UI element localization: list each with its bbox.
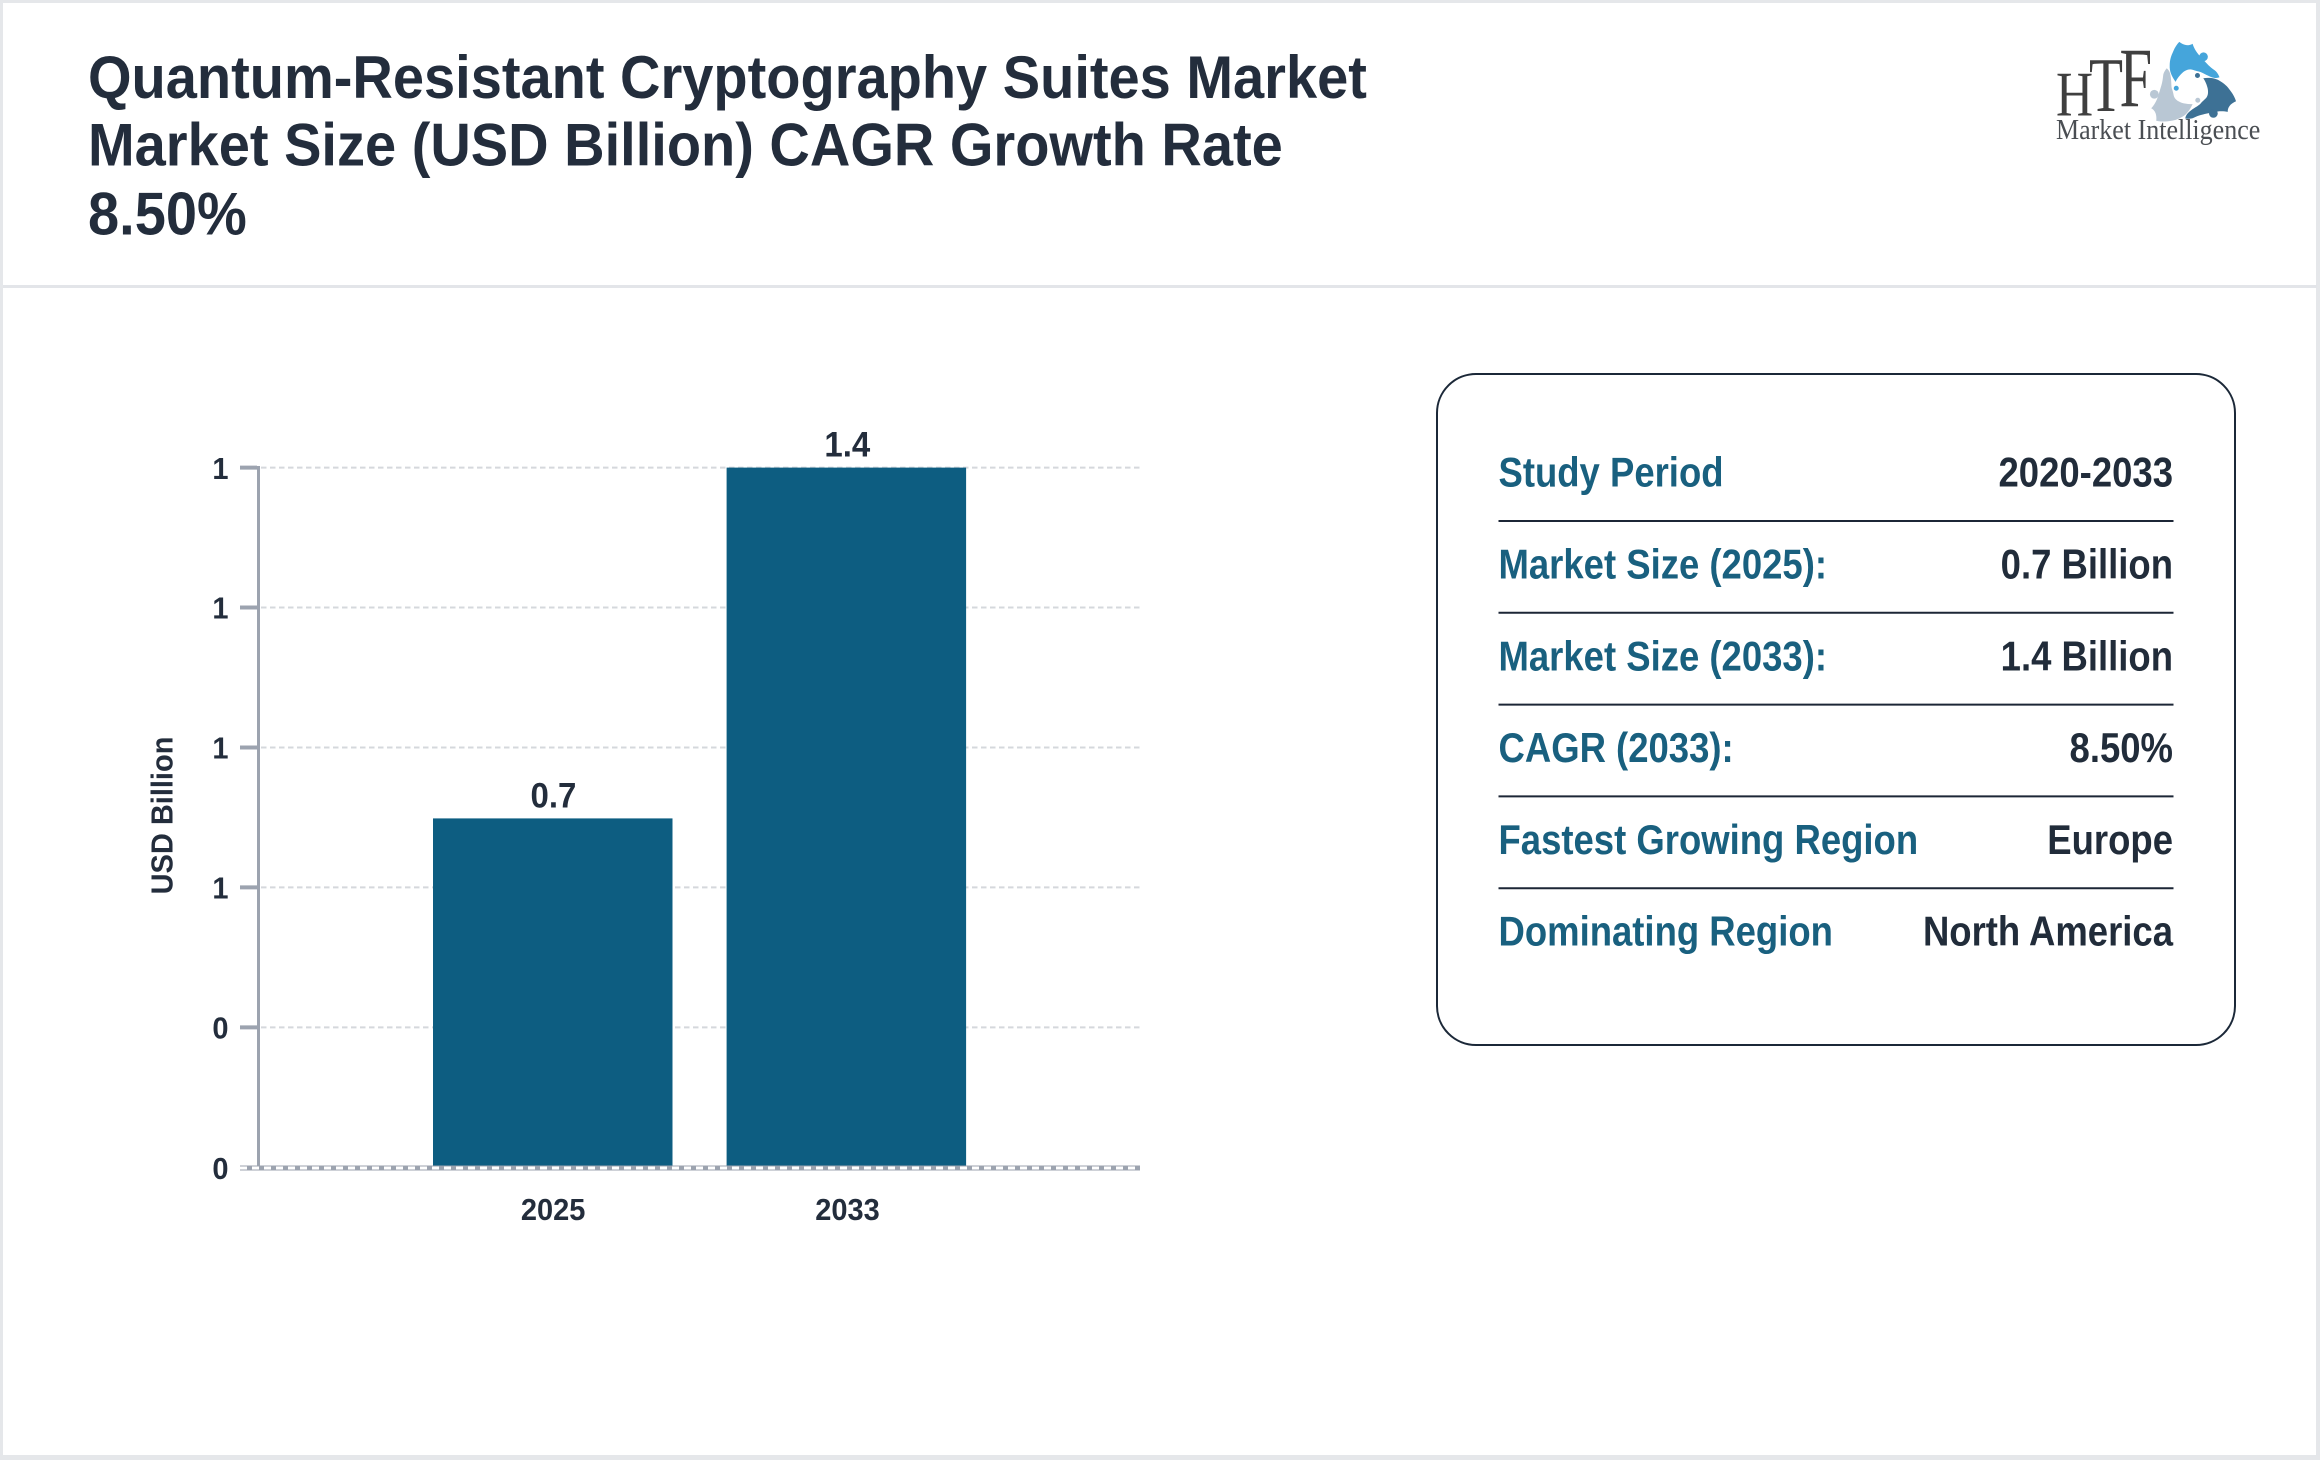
svg-text:North America: North America	[1923, 908, 2174, 955]
svg-text:1: 1	[212, 592, 228, 626]
svg-text:F: F	[2120, 30, 2153, 124]
svg-text:T: T	[2089, 42, 2123, 128]
svg-text:Market Size (2033):: Market Size (2033):	[1499, 633, 1828, 680]
svg-text:8.50%: 8.50%	[2070, 725, 2173, 772]
svg-text:2033: 2033	[815, 1193, 879, 1227]
svg-text:1.4: 1.4	[824, 426, 870, 465]
svg-text:0.7 Billion: 0.7 Billion	[2001, 541, 2173, 588]
svg-text:1: 1	[212, 452, 228, 486]
svg-text:0.7: 0.7	[530, 777, 576, 816]
svg-text:Study Period: Study Period	[1499, 449, 1724, 496]
svg-text:Europe: Europe	[2047, 817, 2173, 864]
svg-text:CAGR (2033):: CAGR (2033):	[1499, 725, 1734, 772]
svg-text:2025: 2025	[521, 1193, 585, 1227]
svg-text:0: 0	[212, 1153, 228, 1187]
svg-text:Dominating Region: Dominating Region	[1499, 908, 1833, 955]
svg-text:1: 1	[212, 732, 228, 766]
svg-text:Market Size (2025):: Market Size (2025):	[1499, 541, 1828, 588]
svg-text:USD Billion: USD Billion	[146, 737, 180, 895]
svg-text:0: 0	[212, 1012, 228, 1046]
svg-text:H: H	[2056, 61, 2093, 130]
svg-text:1.4 Billion: 1.4 Billion	[2001, 633, 2173, 680]
svg-text:Fastest Growing Region: Fastest Growing Region	[1499, 817, 1919, 864]
svg-text:2020-2033: 2020-2033	[1999, 449, 2173, 496]
svg-text:1: 1	[212, 872, 228, 906]
